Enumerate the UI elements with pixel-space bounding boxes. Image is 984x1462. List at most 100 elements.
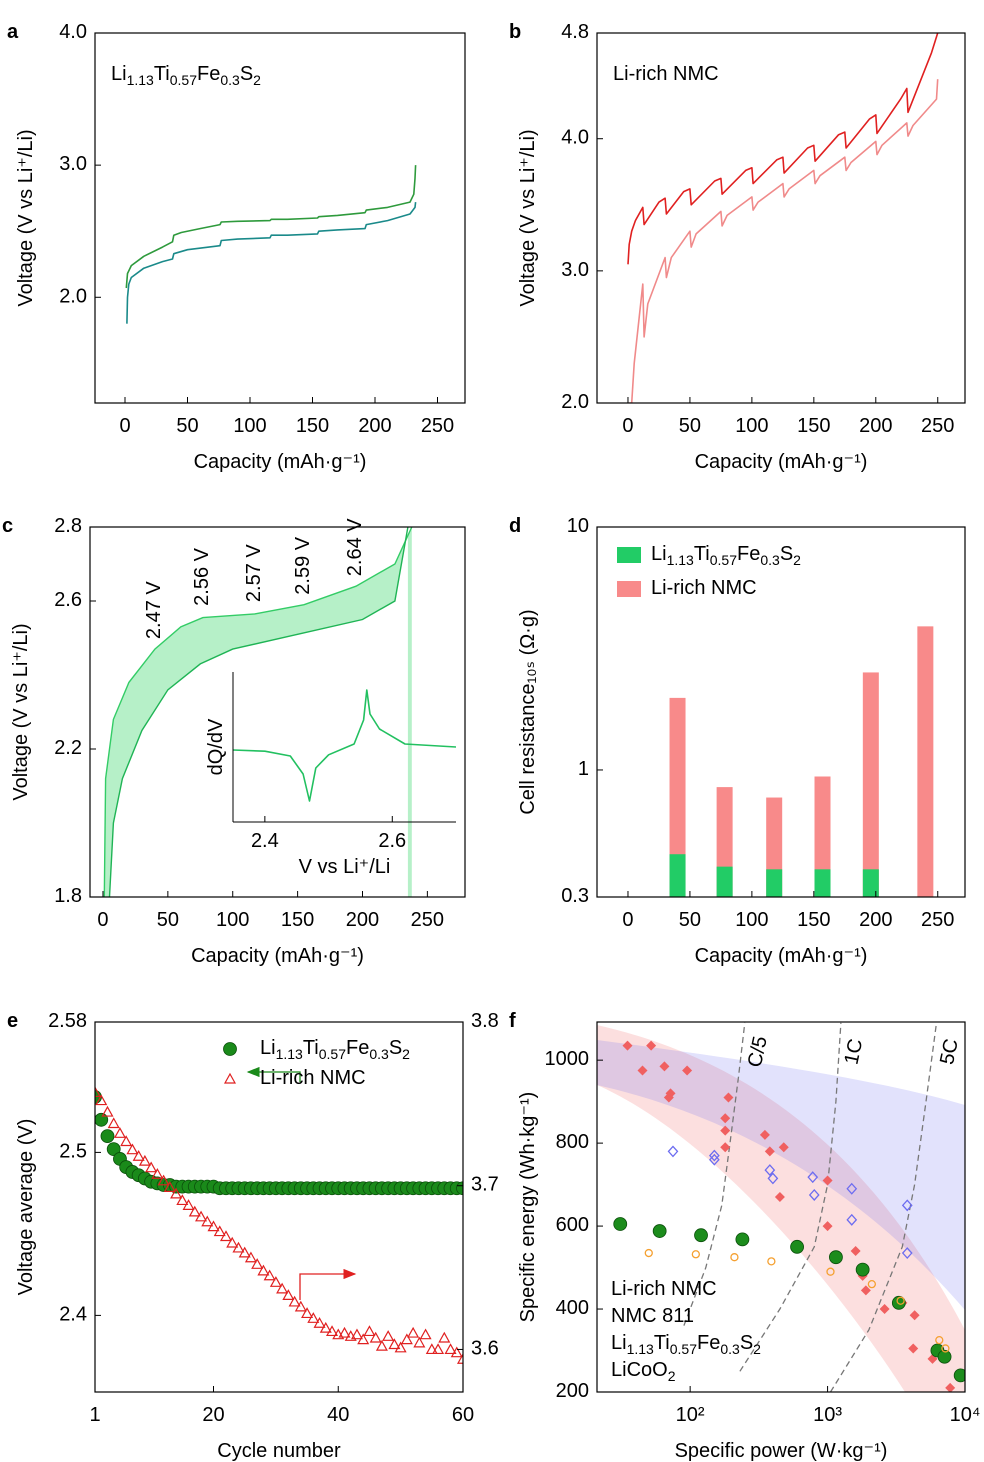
marker (790, 1239, 804, 1254)
y-tick-label: 2.0 (561, 391, 589, 413)
marker (829, 1250, 843, 1265)
legend-label: Li1.13Ti0.57Fe0.3S2 (651, 543, 801, 567)
marker (764, 1146, 775, 1157)
y-tick-label: 2.6 (54, 589, 82, 611)
x-tick-label: 40 (327, 1404, 349, 1426)
marker (909, 1310, 920, 1321)
x-tick-label: 250 (421, 415, 454, 437)
plot-area (627, 33, 939, 403)
marker (223, 1042, 237, 1056)
bar (814, 776, 831, 897)
marker (901, 1199, 913, 1212)
marker (400, 1333, 413, 1345)
x-tick-label: 10⁴ (950, 1404, 981, 1426)
marker (163, 1181, 176, 1192)
plot-frame (596, 1021, 966, 1393)
marker (319, 1321, 332, 1333)
x-tick-label: 150 (797, 415, 830, 437)
x-tick-label: 0 (119, 415, 130, 437)
bar (917, 626, 934, 897)
marker (637, 1065, 648, 1076)
x-axis-label: Capacity (mAh·g⁻¹) (695, 945, 868, 967)
marker (157, 1174, 170, 1186)
marker (113, 1127, 126, 1138)
marker (778, 1142, 789, 1153)
y-axis-label: Voltage average (V) (15, 1119, 37, 1296)
rate-label: 5C (936, 1037, 963, 1067)
marker (126, 1143, 139, 1155)
x-tick-label: 0 (622, 909, 633, 931)
marker (369, 1331, 382, 1343)
marker (407, 1326, 420, 1338)
marker (867, 1280, 877, 1289)
marker (107, 1117, 120, 1129)
x-tick-label: 10² (676, 1404, 705, 1426)
y-tick-label: 2.5 (59, 1141, 87, 1163)
marker (363, 1325, 376, 1337)
data-line (108, 527, 409, 897)
x-tick-label: 200 (859, 909, 892, 931)
marker (350, 1328, 363, 1340)
marker (232, 1241, 245, 1253)
bar (862, 672, 879, 897)
marker (860, 1285, 871, 1296)
y-axis-label: Voltage (V vs Li⁺/Li) (517, 129, 539, 306)
marker (663, 1092, 674, 1103)
y-tick-label: 200 (556, 1380, 589, 1402)
x-tick-label: 200 (346, 909, 379, 931)
x-tick-label: 50 (157, 909, 179, 931)
marker (891, 1295, 906, 1310)
marker (846, 1182, 858, 1195)
marker (456, 1353, 463, 1364)
marker (394, 1341, 407, 1353)
trend-band (597, 1025, 965, 1392)
y-tick-label: 2.8 (54, 515, 82, 537)
marker (95, 1112, 109, 1127)
marker (935, 1336, 944, 1345)
annotation: 2.64 V (344, 518, 366, 576)
y-axis-label: Voltage (V vs Li⁺/Li) (10, 623, 32, 800)
marker (95, 1086, 102, 1097)
y-tick-label: 600 (556, 1214, 589, 1236)
marker (95, 1094, 108, 1106)
y-tick-label: 3.0 (561, 259, 589, 281)
marker (213, 1225, 226, 1237)
y-tick-label: 10 (567, 515, 589, 537)
marker (850, 1245, 861, 1256)
marker (937, 1349, 952, 1364)
x-tick-label: 100 (735, 415, 768, 437)
x-axis-label: V vs Li⁺/Li (299, 856, 391, 878)
plot-frame (596, 32, 966, 404)
area-fill (109, 527, 408, 897)
x-tick-label: 250 (411, 909, 444, 931)
marker (419, 1328, 432, 1340)
marker (822, 1221, 833, 1232)
marker (879, 1304, 890, 1315)
x-tick-label: 250 (921, 415, 954, 437)
marker (188, 1205, 201, 1217)
marker (659, 1061, 670, 1072)
marker (120, 1135, 133, 1147)
marker (667, 1145, 679, 1158)
bar (814, 869, 831, 897)
marker (652, 1224, 667, 1238)
marker (238, 1246, 251, 1258)
legend-label: Li-rich NMC (611, 1278, 717, 1300)
marker (269, 1276, 282, 1287)
annotation: 2.57 V (243, 544, 265, 602)
x-tick-label: 150 (281, 909, 314, 931)
marker (219, 1230, 233, 1242)
bar (716, 866, 733, 897)
axis-arrow (299, 1268, 357, 1300)
marker (730, 1253, 739, 1262)
marker (207, 1220, 220, 1232)
y-tick-label: 1000 (545, 1048, 590, 1070)
marker (382, 1330, 395, 1341)
rate-guide (739, 1022, 842, 1372)
marker (106, 1142, 121, 1157)
x-tick-label: 1 (89, 1404, 100, 1426)
bar (669, 854, 686, 897)
marker (438, 1331, 451, 1343)
plot-area (613, 1022, 965, 1392)
